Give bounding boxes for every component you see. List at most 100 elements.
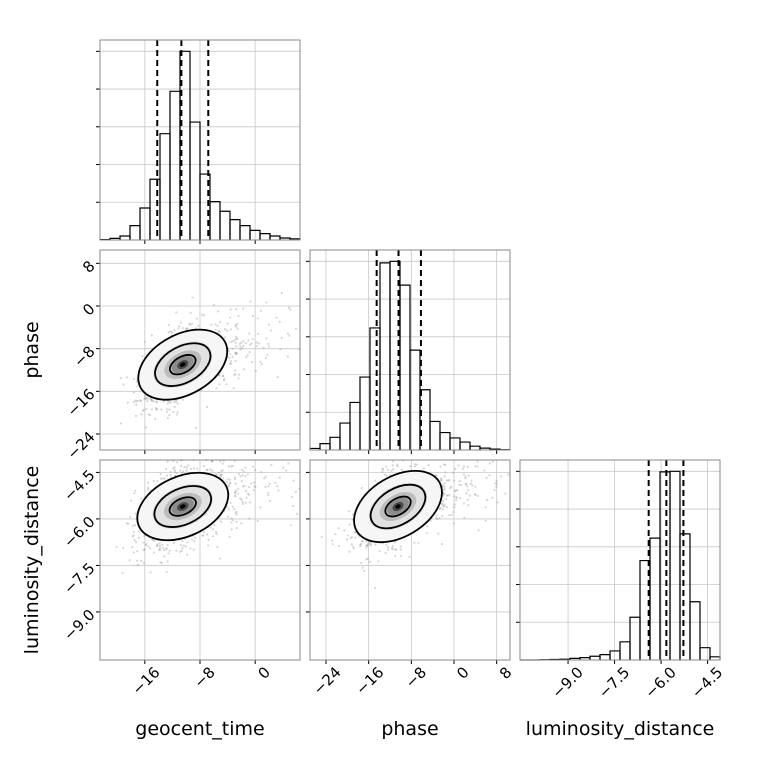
sample-point bbox=[452, 510, 455, 514]
sample-point bbox=[239, 348, 242, 351]
sample-point bbox=[409, 465, 412, 468]
sample-point bbox=[349, 536, 352, 540]
sample-point bbox=[147, 413, 150, 416]
sample-point bbox=[476, 494, 479, 497]
sample-point bbox=[454, 467, 457, 471]
sample-point bbox=[139, 399, 142, 402]
sample-point bbox=[132, 401, 135, 404]
sample-point bbox=[385, 465, 388, 468]
sample-point bbox=[134, 489, 137, 493]
sample-point bbox=[400, 554, 403, 557]
sample-point bbox=[150, 408, 153, 411]
sample-point bbox=[195, 317, 198, 320]
sample-point bbox=[287, 462, 290, 465]
sample-point bbox=[125, 522, 129, 525]
panel-phase-hist bbox=[306, 249, 511, 454]
sample-point bbox=[142, 561, 145, 565]
sample-point bbox=[507, 473, 510, 476]
sample-point bbox=[443, 493, 446, 496]
sample-point bbox=[167, 552, 170, 555]
hist-bar bbox=[629, 616, 641, 660]
tick-label-y-phase: 0 bbox=[79, 300, 98, 319]
sample-point bbox=[147, 486, 150, 489]
sample-point bbox=[166, 410, 169, 414]
contour-line bbox=[168, 496, 197, 517]
sample-point bbox=[239, 345, 242, 348]
sample-point bbox=[169, 401, 172, 404]
sample-point bbox=[244, 501, 247, 504]
sample-point bbox=[214, 328, 217, 331]
sample-point bbox=[191, 296, 194, 299]
sample-point bbox=[476, 465, 479, 468]
sample-point bbox=[477, 529, 480, 532]
sample-point bbox=[443, 485, 446, 488]
sample-point bbox=[121, 572, 124, 575]
sample-point bbox=[192, 548, 195, 551]
sample-point bbox=[471, 484, 474, 487]
sample-point bbox=[337, 527, 340, 530]
sample-point bbox=[179, 550, 182, 553]
sample-point bbox=[352, 547, 356, 550]
sample-point bbox=[153, 539, 156, 543]
sample-point bbox=[175, 311, 178, 314]
sample-point bbox=[455, 496, 459, 499]
panel-luminosity-distance-vs-geocent-time bbox=[96, 459, 301, 664]
sample-point bbox=[354, 531, 357, 534]
sample-point bbox=[215, 473, 218, 476]
sample-point bbox=[235, 527, 238, 530]
sample-point bbox=[474, 485, 477, 488]
sample-point bbox=[238, 342, 241, 345]
sample-point bbox=[288, 334, 291, 337]
sample-point bbox=[385, 474, 388, 477]
sample-point bbox=[211, 535, 214, 538]
sample-point bbox=[441, 514, 444, 517]
sample-point bbox=[435, 517, 438, 520]
sample-point bbox=[134, 512, 137, 515]
sample-point bbox=[175, 549, 178, 552]
sample-point bbox=[213, 524, 216, 527]
sample-point bbox=[150, 334, 153, 337]
sample-point bbox=[181, 327, 184, 330]
sample-point bbox=[214, 473, 217, 476]
sample-point bbox=[230, 465, 233, 468]
sample-point bbox=[232, 387, 235, 390]
sample-point bbox=[391, 545, 395, 548]
sample-point bbox=[218, 374, 221, 377]
sample-point bbox=[178, 325, 181, 328]
sample-point bbox=[454, 496, 457, 499]
sample-point bbox=[234, 491, 237, 494]
sample-point bbox=[320, 535, 323, 538]
sample-point bbox=[186, 327, 189, 330]
sample-point bbox=[366, 557, 369, 560]
sample-point bbox=[439, 507, 442, 510]
sample-point bbox=[360, 542, 363, 546]
sample-point bbox=[205, 468, 208, 471]
sample-point bbox=[140, 559, 143, 563]
sample-point bbox=[218, 383, 221, 386]
sample-point bbox=[244, 466, 247, 469]
sample-point bbox=[280, 337, 283, 340]
sample-point bbox=[348, 510, 351, 513]
sample-point bbox=[259, 506, 262, 509]
sample-point bbox=[173, 470, 176, 473]
sample-point bbox=[235, 345, 238, 348]
sample-point bbox=[267, 342, 270, 345]
sample-point bbox=[391, 548, 394, 551]
sample-point bbox=[234, 511, 237, 514]
sample-point bbox=[140, 399, 143, 402]
sample-point bbox=[210, 323, 213, 326]
sample-point bbox=[235, 322, 239, 325]
sample-point bbox=[250, 482, 253, 485]
sample-point bbox=[466, 489, 469, 492]
sample-point bbox=[184, 545, 187, 548]
sample-point bbox=[446, 494, 449, 497]
sample-point bbox=[186, 327, 189, 330]
sample-point bbox=[453, 495, 456, 498]
sample-point bbox=[241, 500, 244, 503]
sample-point bbox=[254, 485, 257, 488]
sample-point bbox=[244, 475, 247, 478]
sample-point bbox=[235, 520, 238, 523]
sample-point bbox=[350, 543, 353, 546]
sample-point bbox=[227, 484, 230, 487]
sample-point bbox=[196, 467, 199, 470]
